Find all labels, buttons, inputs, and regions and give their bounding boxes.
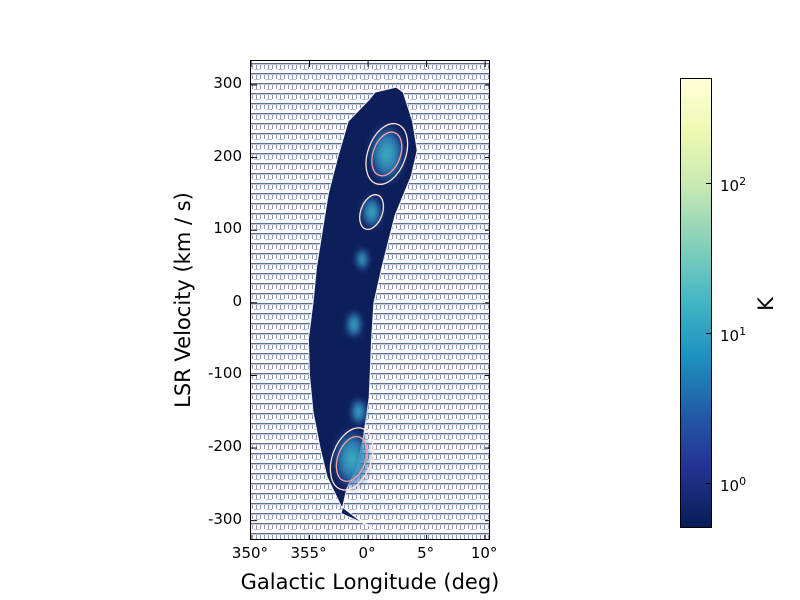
y-tick-label: 100	[213, 219, 242, 238]
emission-peak	[331, 425, 373, 493]
y-tick-label: 0	[232, 291, 242, 310]
colorbar-tick-base: 10	[720, 476, 740, 495]
envelope-contour	[307, 86, 418, 529]
colorbar-label: K	[754, 297, 778, 311]
x-tick-label: 10°	[470, 544, 498, 562]
y-tick-label: 300	[213, 73, 242, 92]
colorbar-tick-label: 101	[720, 324, 746, 344]
x-tick-label: 350°	[231, 544, 269, 562]
colorbar-tick-exponent: 0	[739, 474, 747, 488]
emission-peak	[366, 121, 407, 187]
colorbar-tick-mark	[706, 332, 712, 334]
emission-peak	[349, 396, 369, 427]
x-axis-label: Galactic Longitude (deg)	[240, 570, 500, 594]
contour-line	[335, 435, 368, 482]
colorbar-gradient	[681, 79, 711, 527]
colorbar	[680, 78, 712, 528]
x-tick-label: 5°	[417, 544, 435, 562]
colorbar-tick-label: 100	[720, 474, 746, 494]
peak-glow	[354, 246, 370, 272]
colorbar-tick-mark	[706, 182, 712, 184]
contour-line	[371, 131, 403, 177]
emission-peak	[360, 193, 384, 231]
colorbar-tick-exponent: 1	[739, 324, 747, 338]
peak-glow	[331, 425, 373, 493]
colorbar-tick-exponent: 2	[739, 174, 747, 188]
y-axis-label: LSR Velocity (km / s)	[171, 192, 195, 408]
y-tick-label: -300	[207, 509, 242, 528]
x-tick-label: 0°	[358, 544, 376, 562]
emission-region	[308, 87, 418, 528]
x-tick-label: 355°	[290, 544, 327, 562]
plot-area	[250, 60, 490, 540]
contour-line	[359, 194, 385, 230]
colorbar-tick-base: 10	[720, 326, 740, 345]
lv-diagram	[251, 61, 489, 539]
colorbar-tick-base: 10	[720, 176, 740, 195]
y-tick-label: -200	[207, 437, 242, 456]
emission-peak	[354, 246, 370, 272]
peak-glow	[366, 121, 407, 187]
peak-glow	[344, 309, 364, 340]
peak-glow	[360, 193, 384, 231]
peak-glow	[349, 396, 369, 427]
colorbar-tick-label: 102	[720, 174, 746, 194]
contour-line	[365, 122, 409, 185]
y-tick-label: 200	[213, 146, 242, 165]
y-tick-label: -100	[207, 364, 242, 383]
contour-line	[329, 427, 374, 491]
emission-peak	[344, 309, 364, 340]
colorbar-tick-mark	[706, 482, 712, 484]
